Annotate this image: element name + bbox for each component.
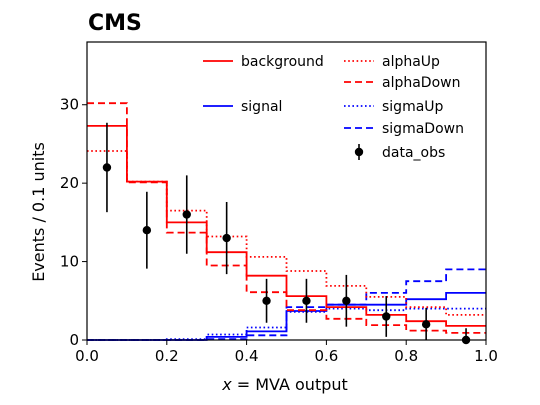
data-obs-point: [342, 296, 351, 305]
legend-label-sigmaDown: sigmaDown: [382, 121, 464, 137]
y-axis: 0 10 20 30: [60, 96, 87, 349]
x-tick-label: 0.4: [235, 347, 259, 365]
x-axis-title-var: x: [221, 375, 232, 394]
data-obs-point: [302, 296, 311, 305]
data-obs-point: [382, 312, 391, 321]
legend-label-alphaUp: alphaUp: [382, 54, 440, 70]
series-alphaDown: [87, 102, 486, 334]
x-tick-label: 0.8: [394, 347, 418, 365]
legend-label-sigmaUp: sigmaUp: [382, 99, 444, 115]
y-axis-title: Events / 0.1 units: [29, 142, 48, 282]
legend: background alphaUp alphaDown signal sigmaUp s…: [203, 54, 464, 161]
data-obs-point: [421, 320, 431, 329]
x-tick-label: 1.0: [474, 347, 498, 365]
legend-label-alphaDown: alphaDown: [382, 75, 460, 91]
y-tick-label: 30: [60, 96, 79, 114]
x-axis-title: x = MVA output: [221, 375, 348, 394]
y-tick-label: 20: [60, 174, 79, 192]
x-tick-label: 0.0: [75, 347, 99, 365]
data-obs-point: [142, 226, 152, 235]
legend-label-data_obs: data_obs: [382, 145, 445, 161]
legend-label-background: background: [241, 54, 324, 70]
legend-label-signal: signal: [241, 99, 282, 115]
data-obs-point: [262, 296, 271, 305]
data-obs-point: [102, 163, 112, 172]
y-tick-label: 10: [60, 253, 79, 271]
legend-marker-data_obs: [354, 147, 364, 157]
x-axis: 0.0 0.2 0.4 0.6 0.8 1.0: [75, 340, 498, 365]
x-tick-label: 0.6: [314, 347, 338, 365]
data-layer: [102, 122, 471, 345]
x-tick-label: 0.2: [155, 347, 179, 365]
x-axis-title-rest: = MVA output: [232, 375, 348, 394]
experiment-label: CMS: [88, 11, 142, 36]
data-obs-point: [222, 233, 231, 243]
data-obs-point: [182, 210, 191, 219]
plot-frame: [86, 41, 487, 341]
y-tick-label: 0: [69, 331, 79, 349]
